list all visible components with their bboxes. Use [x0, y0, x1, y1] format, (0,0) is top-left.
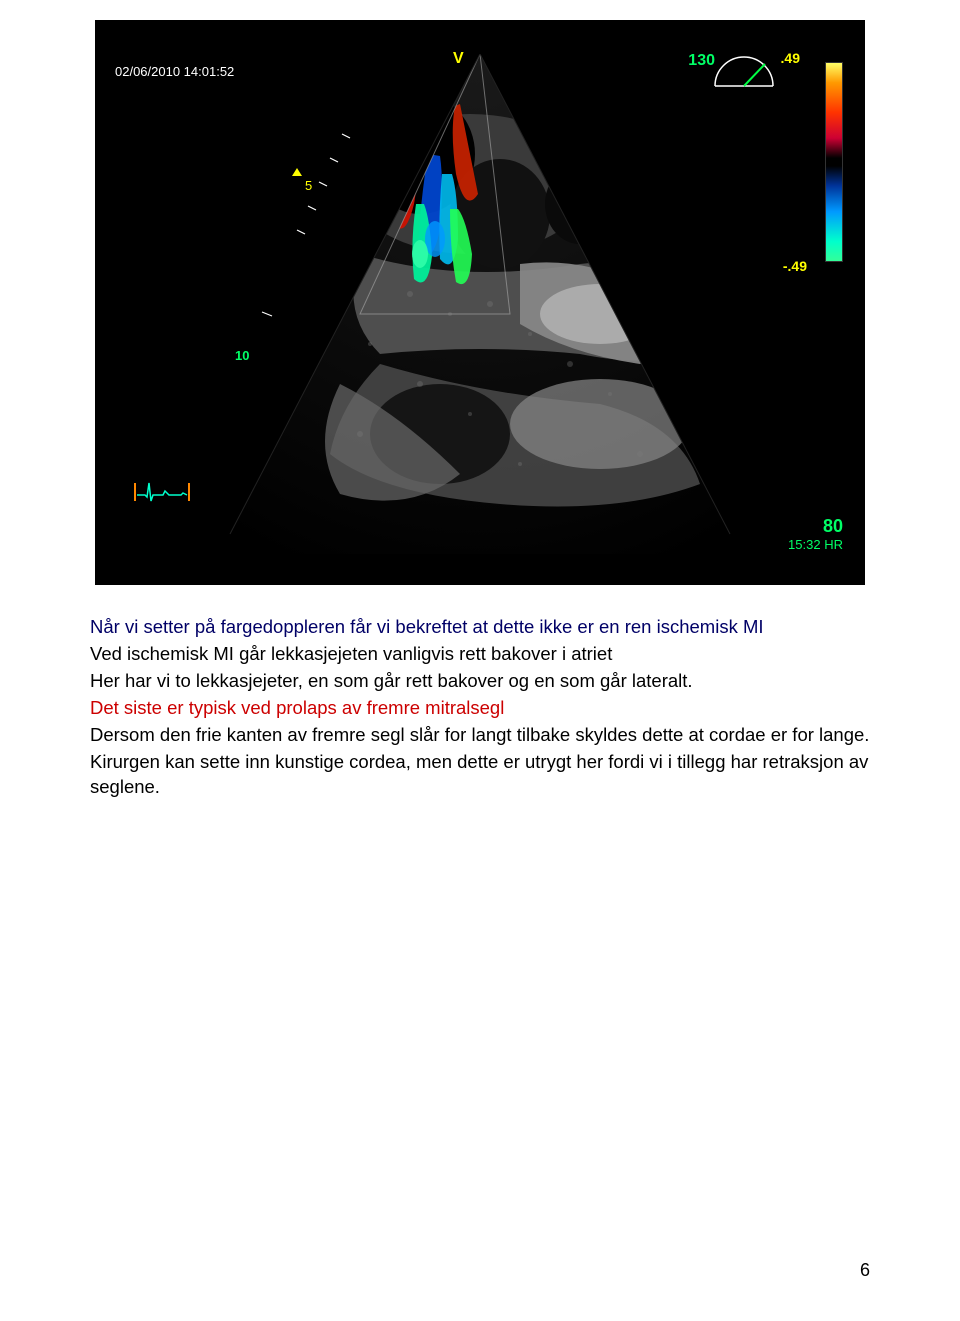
ecg-trace-icon: [133, 477, 193, 507]
paragraph-4: Det siste er typisk ved prolaps av fremr…: [90, 696, 870, 721]
echocardiogram-image: 02/06/2010 14:01:52 V: [95, 20, 865, 585]
depth-marker-icon: [292, 168, 302, 176]
paragraph-2: Ved ischemisk MI går lekkasjejeten vanli…: [90, 642, 870, 667]
paragraph-5: Dersom den frie kanten av fremre segl sl…: [90, 723, 870, 748]
velocity-negative-label: -.49: [783, 258, 807, 274]
page-number: 6: [860, 1260, 870, 1281]
ultrasound-sector: [160, 54, 800, 554]
body-text-block: Når vi setter på fargedoppleren får vi b…: [90, 615, 870, 800]
velocity-positive-label: .49: [781, 50, 800, 66]
depth-10-label: 10: [235, 348, 249, 363]
heart-rate-block: 80 15:32 HR: [788, 516, 843, 553]
hr-time-label: 15:32 HR: [788, 537, 843, 553]
depth-5-label: 5: [305, 178, 312, 193]
angle-indicator-icon: [711, 56, 777, 90]
doppler-color-scale: [825, 62, 843, 262]
hr-value: 80: [788, 516, 843, 538]
paragraph-3: Her har vi to lekkasjejeter, en som går …: [90, 669, 870, 694]
paragraph-1: Når vi setter på fargedoppleren får vi b…: [90, 615, 870, 640]
paragraph-6: Kirurgen kan sette inn kunstige cordea, …: [90, 750, 870, 800]
